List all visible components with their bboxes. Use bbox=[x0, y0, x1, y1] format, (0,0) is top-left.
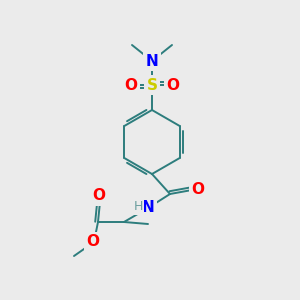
Text: S: S bbox=[146, 77, 158, 92]
Text: O: O bbox=[191, 182, 205, 197]
Text: O: O bbox=[92, 188, 106, 203]
Text: O: O bbox=[124, 77, 137, 92]
Text: H: H bbox=[133, 200, 143, 214]
Text: O: O bbox=[86, 235, 100, 250]
Text: N: N bbox=[142, 200, 154, 215]
Text: N: N bbox=[146, 53, 158, 68]
Text: O: O bbox=[167, 77, 179, 92]
